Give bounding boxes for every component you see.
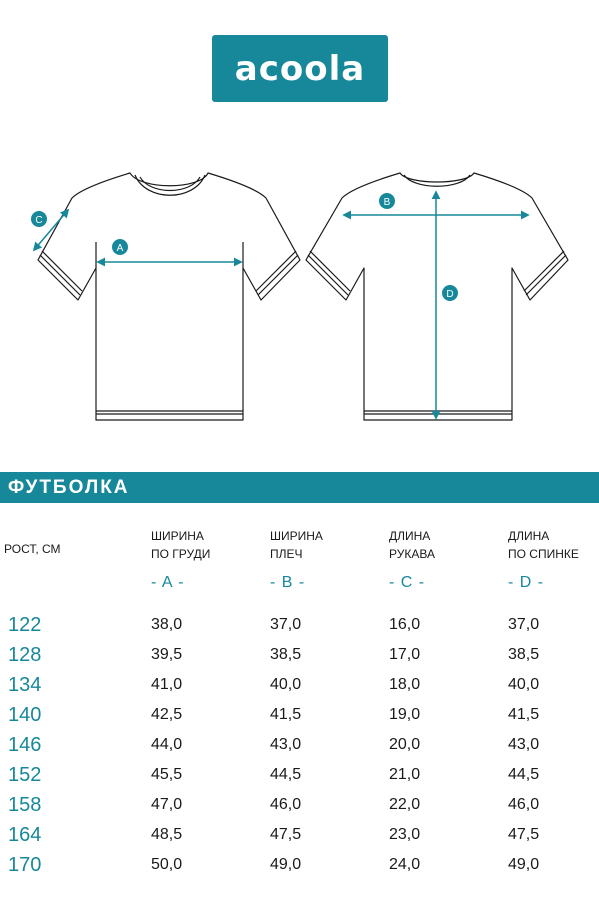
cell-chest: 38,0 (151, 616, 183, 633)
column-header-line: ПЛЕЧ (270, 547, 303, 561)
cell-shoulders: 37,0 (270, 616, 302, 633)
table-row: 122 38,0 37,0 16,0 37,0 (0, 614, 599, 644)
row-height: 170 (8, 854, 42, 876)
cell-back-length: 49,0 (508, 856, 540, 873)
cell-back-length: 41,5 (508, 706, 540, 723)
tshirt-diagram: A C B D (31, 172, 569, 421)
cell-chest: 42,5 (151, 706, 183, 723)
row-height: 140 (8, 704, 42, 726)
row-height: 146 (8, 734, 42, 756)
column-header-chest: ШИРИНА ПО ГРУДИ (151, 527, 210, 563)
cell-back-length: 38,5 (508, 646, 540, 663)
cell-chest: 48,5 (151, 826, 183, 843)
cell-shoulders: 46,0 (270, 796, 302, 813)
cell-back-length: 40,0 (508, 676, 540, 693)
row-height: 164 (8, 824, 42, 846)
column-header-line: ПО ГРУДИ (151, 547, 211, 561)
cell-sleeve: 17,0 (389, 646, 421, 663)
cell-sleeve: 18,0 (389, 676, 421, 693)
marker-d-label: D (446, 289, 453, 300)
tshirt-back (305, 172, 569, 421)
cell-shoulders: 40,0 (270, 676, 302, 693)
column-header-line: ДЛИНА (508, 529, 550, 543)
height-header: РОСТ, СМ (4, 542, 61, 556)
cell-back-length: 43,0 (508, 736, 540, 753)
column-header-line: ПО СПИНКЕ (508, 547, 579, 561)
cell-shoulders: 47,5 (270, 826, 302, 843)
cell-shoulders: 49,0 (270, 856, 302, 873)
row-height: 122 (8, 614, 42, 636)
table-row: 128 39,5 38,5 17,0 38,5 (0, 644, 599, 674)
cell-back-length: 44,5 (508, 766, 540, 783)
column-letter-d: - D - (508, 574, 545, 591)
column-header-line: РУКАВА (389, 547, 435, 561)
row-height: 134 (8, 674, 42, 696)
cell-sleeve: 22,0 (389, 796, 421, 813)
marker-a: A (112, 239, 128, 255)
marker-a-label: A (117, 243, 124, 254)
column-letter-c: - C - (389, 574, 426, 591)
cell-sleeve: 24,0 (389, 856, 421, 873)
column-header-line: ШИРИНА (151, 529, 204, 543)
column-header-sleeve: ДЛИНА РУКАВА (389, 527, 435, 563)
table-row: 158 47,0 46,0 22,0 46,0 (0, 794, 599, 824)
table-row: 164 48,5 47,5 23,0 47,5 (0, 824, 599, 854)
cell-back-length: 46,0 (508, 796, 540, 813)
tshirt-front (37, 172, 301, 421)
cell-chest: 44,0 (151, 736, 183, 753)
cell-chest: 47,0 (151, 796, 183, 813)
cell-sleeve: 16,0 (389, 616, 421, 633)
cell-shoulders: 43,0 (270, 736, 302, 753)
cell-sleeve: 19,0 (389, 706, 421, 723)
table-row: 146 44,0 43,0 20,0 43,0 (0, 734, 599, 764)
row-height: 158 (8, 794, 42, 816)
cell-shoulders: 44,5 (270, 766, 302, 783)
marker-c-label: C (35, 215, 42, 226)
marker-b-label: B (384, 197, 391, 208)
cell-back-length: 47,5 (508, 826, 540, 843)
row-height: 128 (8, 644, 42, 666)
cell-sleeve: 23,0 (389, 826, 421, 843)
table-row: 170 50,0 49,0 24,0 49,0 (0, 854, 599, 884)
column-letter-b: - B - (270, 574, 306, 591)
cell-shoulders: 41,5 (270, 706, 302, 723)
table-row: 140 42,5 41,5 19,0 41,5 (0, 704, 599, 734)
cell-chest: 50,0 (151, 856, 183, 873)
table-row: 134 41,0 40,0 18,0 40,0 (0, 674, 599, 704)
column-letter-a: - A - (151, 574, 185, 591)
cell-shoulders: 38,5 (270, 646, 302, 663)
measure-line-c (32, 208, 70, 252)
marker-c: C (31, 211, 47, 227)
section-band: ФУТБОЛКА (0, 472, 599, 503)
marker-d: D (442, 285, 458, 301)
column-header-shoulders: ШИРИНА ПЛЕЧ (270, 527, 323, 563)
brand-logo: acoola (212, 35, 388, 102)
cell-chest: 39,5 (151, 646, 183, 663)
column-header-line: ШИРИНА (270, 529, 323, 543)
cell-chest: 41,0 (151, 676, 183, 693)
brand-logo-text: acoola (234, 48, 366, 89)
row-height: 152 (8, 764, 42, 786)
table-row: 152 45,5 44,5 21,0 44,5 (0, 764, 599, 794)
column-header-line: ДЛИНА (389, 529, 431, 543)
column-header-back-length: ДЛИНА ПО СПИНКЕ (508, 527, 579, 563)
marker-b: B (379, 193, 395, 209)
cell-sleeve: 20,0 (389, 736, 421, 753)
cell-chest: 45,5 (151, 766, 183, 783)
section-title: ФУТБОЛКА (8, 477, 130, 498)
cell-sleeve: 21,0 (389, 766, 421, 783)
cell-back-length: 37,0 (508, 616, 540, 633)
